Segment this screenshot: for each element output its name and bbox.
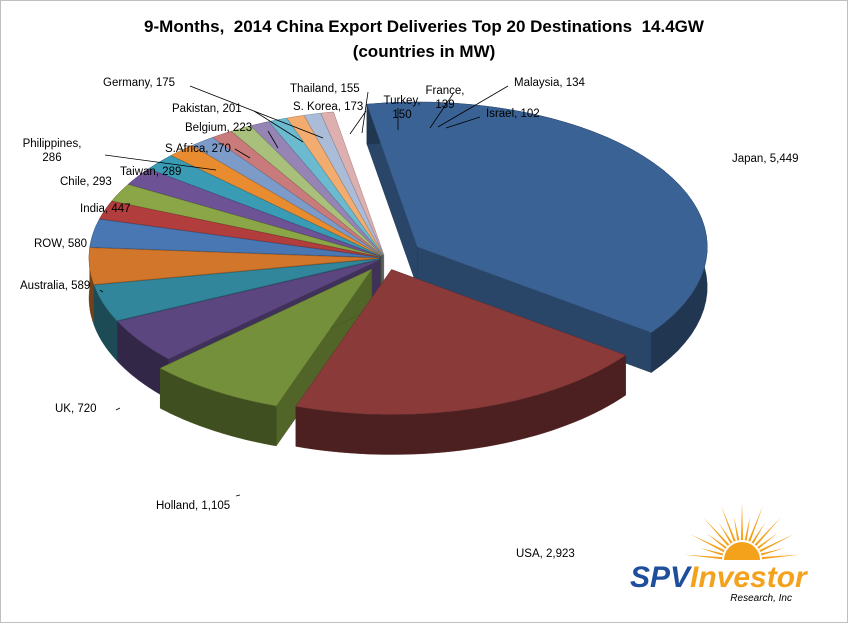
slice-label-japan: Japan, 5,449: [732, 153, 799, 165]
slice-top: [230, 125, 383, 256]
slice-top: [159, 268, 373, 407]
sun-ray: [699, 547, 724, 556]
logo-subtitle: Research, Inc: [730, 593, 792, 604]
pie-labels: Japan, 5,449 USA, 2,923 Holland, 1,105 UK, …: [20, 77, 799, 560]
slice-top: [211, 131, 382, 256]
leader-line: [235, 494, 241, 497]
slice-label-taiwan: Taiwan, 289: [120, 166, 181, 178]
pie-slices: [88, 101, 708, 455]
sun-ray: [702, 517, 730, 546]
slice-top: [286, 115, 384, 255]
slice-label-israel: Israel, 102: [486, 108, 540, 120]
slice-label-usa: USA, 2,923: [516, 548, 575, 560]
slice-top: [99, 200, 380, 258]
slice-label-uk: UK, 720: [55, 403, 97, 415]
slice-top: [268, 117, 384, 256]
slice-label-philippines: Philippines, 286: [23, 138, 82, 164]
pie-slice-japan: [366, 101, 708, 373]
slice-label-chile: Chile, 293: [60, 176, 112, 188]
leader-line: [115, 407, 121, 411]
leader-line: [234, 148, 251, 159]
chart-title-line-1: 9-Months, 2014 China Export Deliveries T…: [144, 17, 704, 36]
pie-slice-usa: [295, 268, 627, 455]
leader-line: [104, 154, 217, 171]
sun-ray: [759, 534, 794, 553]
spvinvestor-logo: SPVInvestor Research, Inc: [630, 502, 809, 604]
slice-top: [295, 269, 627, 415]
slice-top: [127, 168, 381, 257]
slice-label-germany: Germany, 175: [103, 77, 175, 89]
leader-line: [349, 110, 367, 135]
leader-line: [99, 289, 104, 293]
sun-ray: [740, 502, 744, 541]
slice-label-malaysia: Malaysia, 134: [514, 77, 586, 89]
slice-top: [117, 259, 381, 360]
slice-top: [366, 101, 708, 333]
sun-ray: [706, 533, 727, 549]
sun-ray: [761, 554, 800, 560]
slice-top: [170, 145, 381, 256]
slice-label-s-africa: S.Africa, 270: [165, 143, 231, 155]
slice-top: [250, 121, 383, 256]
chart-title-line-2: (countries in MW): [352, 42, 496, 61]
leader-line: [429, 93, 454, 129]
slice-top: [111, 184, 380, 257]
slice-label-pakistan: Pakistan, 201: [172, 103, 242, 115]
slice-top: [88, 247, 380, 285]
sun-ray: [690, 534, 725, 553]
slice-label-turkey: Turkey, 150: [383, 95, 420, 121]
leader-line: [361, 91, 369, 134]
sun-ray: [744, 516, 751, 541]
sun-ray: [748, 505, 763, 542]
logo-brand-investor: Investor: [690, 561, 809, 594]
leader-line: [437, 85, 509, 128]
logo-brand-spv: SPV: [630, 561, 693, 594]
slice-label-australia: Australia, 589: [20, 280, 90, 292]
leader-line: [189, 85, 324, 139]
slice-label-belgium: Belgium, 223: [185, 122, 252, 134]
slice-label-row: ROW, 580: [34, 238, 87, 250]
slice-label-s-korea: S. Korea, 173: [293, 101, 363, 113]
slice-top: [89, 219, 380, 258]
slice-top: [320, 111, 385, 255]
sun-ray: [760, 547, 785, 556]
sun-ray: [754, 517, 782, 546]
sun-ray: [733, 516, 740, 541]
sun-disc: [724, 542, 760, 560]
logo-brand: SPVInvestor: [630, 561, 809, 594]
slice-label-holland: Holland, 1,105: [156, 500, 230, 512]
sun-ray: [718, 522, 733, 544]
sun-ray: [751, 522, 766, 544]
leader-line: [267, 130, 279, 149]
slice-label-thailand: Thailand, 155: [290, 83, 360, 95]
slice-top: [93, 258, 380, 321]
leader-line: [253, 110, 304, 143]
slice-top: [191, 137, 382, 256]
sun-icon: [684, 502, 800, 560]
sun-ray: [684, 554, 723, 560]
leader-line: [445, 116, 481, 129]
sun-ray: [721, 505, 736, 542]
sun-ray: [757, 533, 778, 549]
slice-label-india: India, 447: [80, 203, 131, 215]
chart-title: 9-Months, 2014 China Export Deliveries T…: [0, 14, 848, 64]
slice-top: [303, 113, 384, 255]
slice-label-france: France, 139: [426, 85, 465, 111]
